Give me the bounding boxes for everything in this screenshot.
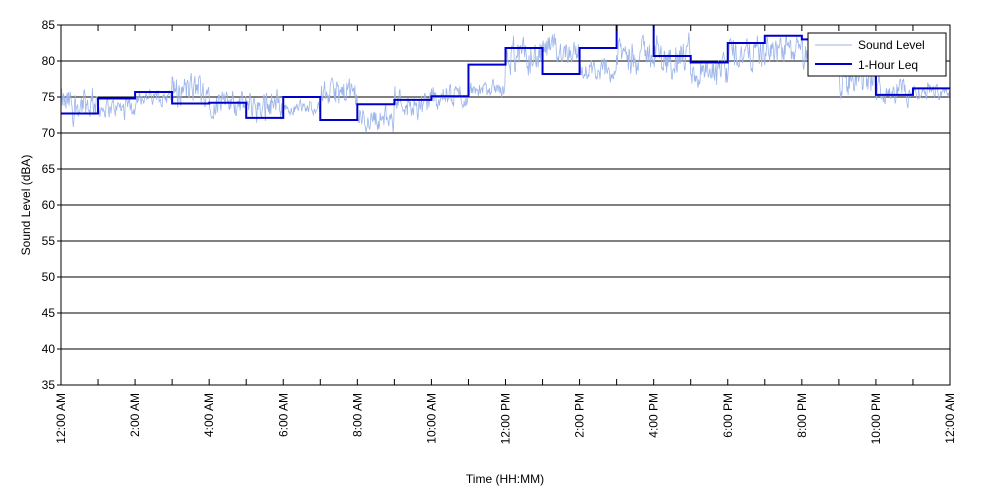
y-tick-label-75: 75: [42, 90, 56, 104]
x-tick-label-24: 12:00 AM: [943, 393, 957, 444]
y-tick-label-35: 35: [42, 378, 56, 392]
legend-sound-level-label: Sound Level: [858, 38, 925, 52]
x-tick-label-0: 12:00 AM: [54, 393, 68, 444]
axes-layer: 35 40 45 50 55 60 65 70 75 80 85 12:00 AM 2:00 AM 4:0…: [42, 18, 957, 444]
y-tick-label-50: 50: [42, 270, 56, 284]
x-axis-label: Time (HH:MM): [466, 472, 544, 486]
y-tick-label-60: 60: [42, 198, 56, 212]
series-layer: [61, 25, 950, 133]
y-tick-label-65: 65: [42, 162, 56, 176]
x-tick-label-12: 12:00 PM: [499, 393, 513, 444]
x-tick-label-8: 8:00 AM: [350, 393, 364, 437]
y-axis-label: Sound Level (dBA): [19, 155, 33, 256]
legend-hourly-leq-label: 1-Hour Leq: [858, 58, 918, 72]
y-tick-label-80: 80: [42, 54, 56, 68]
x-tick-label-2: 2:00 AM: [128, 393, 142, 437]
x-tick-label-18: 6:00 PM: [721, 393, 735, 438]
x-tick-label-14: 2:00 PM: [573, 393, 587, 438]
x-tick-label-10: 10:00 AM: [424, 393, 438, 444]
y-tick-label-55: 55: [42, 234, 56, 248]
x-tick-label-22: 10:00 PM: [869, 393, 883, 444]
legend: Sound Level 1-Hour Leq: [807, 32, 947, 77]
y-tick-label-85: 85: [42, 18, 56, 32]
y-tick-label-70: 70: [42, 126, 56, 140]
x-tick-label-16: 4:00 PM: [647, 393, 661, 438]
x-tick-label-20: 8:00 PM: [795, 393, 809, 438]
legend-box: [807, 32, 947, 77]
y-tick-label-40: 40: [42, 342, 56, 356]
x-tick-label-4: 4:00 AM: [202, 393, 216, 437]
hourly-leq-step-line: [61, 25, 950, 122]
x-tick-label-6: 6:00 AM: [276, 393, 290, 437]
y-tick-label-45: 45: [42, 306, 56, 320]
